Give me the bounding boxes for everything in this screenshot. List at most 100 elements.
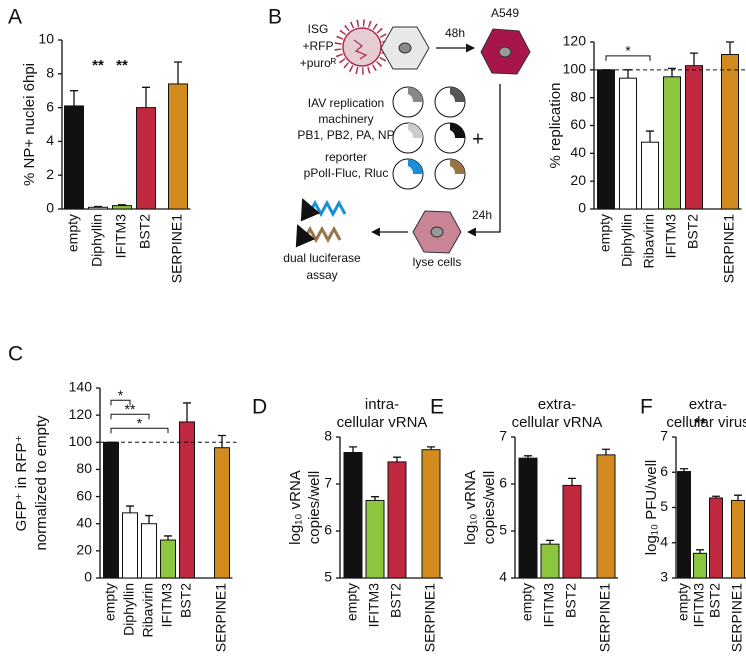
x-tick-label: BST2 <box>685 214 701 249</box>
error-bar <box>118 204 126 206</box>
panel-label: C <box>8 343 23 366</box>
significance-label: * <box>118 387 124 403</box>
bar <box>597 69 615 210</box>
y-tick-label: 100 <box>563 61 587 77</box>
step-label: 24h <box>472 208 492 222</box>
plus-sign: + <box>472 128 484 150</box>
x-tick-label: empty <box>675 583 691 621</box>
bar <box>518 457 538 579</box>
x-tick-label: BST2 <box>178 583 194 618</box>
workflow-diagram: ISG +RFP +puroᴿ 48h A549 IAV replication… <box>283 6 531 282</box>
y-axis-label: GFP⁺ in RFP⁺ <box>13 435 30 532</box>
y-tick-label: 4 <box>46 132 54 148</box>
bar <box>641 141 659 210</box>
step-label: 48h <box>445 26 465 40</box>
x-tick-label: BST2 <box>388 583 404 618</box>
error-bar <box>427 446 435 450</box>
y-tick-label: 10 <box>38 31 54 47</box>
y-tick-label: 140 <box>69 379 93 395</box>
plasmid-insert <box>408 123 423 138</box>
x-tick-label: BST2 <box>707 583 723 618</box>
machinery-label: IAV replication <box>308 96 384 110</box>
bar <box>685 65 703 210</box>
y-tick-label: 4 <box>499 569 507 585</box>
chart-title: cellular vRNA <box>512 414 603 431</box>
y-tick-label: 0 <box>46 200 54 216</box>
cell-line-label: A549 <box>491 6 519 20</box>
x-tick-label: Ribavirin <box>140 583 156 637</box>
significance-label: * <box>625 43 631 59</box>
x-tick-label: IFITM3 <box>159 583 175 628</box>
reporter-label: reporter <box>325 150 367 164</box>
y-tick-label: 5 <box>499 522 507 538</box>
y-tick-label: 2 <box>46 166 54 182</box>
y-tick-label: 8 <box>46 65 54 81</box>
bar <box>663 76 681 210</box>
bar <box>365 499 385 579</box>
bar <box>731 499 745 579</box>
y-tick-label: 0 <box>84 569 92 585</box>
error-bar <box>680 468 688 472</box>
x-tick-label: empty <box>102 583 118 621</box>
error-bar <box>690 52 698 66</box>
y-tick-label: 7 <box>324 475 332 491</box>
error-bar <box>164 535 172 540</box>
isg-label: +RFP <box>302 39 333 53</box>
plasmid-insert <box>450 159 465 174</box>
error-bar <box>696 549 704 554</box>
y-tick-label: 6 <box>324 522 332 538</box>
machinery-label: machinery <box>318 112 373 126</box>
bar <box>709 497 723 579</box>
bar <box>122 512 138 579</box>
isg-label: +puroᴿ <box>300 56 337 70</box>
bar <box>619 77 637 210</box>
bar <box>540 543 560 579</box>
bar <box>721 54 739 210</box>
x-tick-label: SERPINE1 <box>169 214 185 283</box>
plasmid-insert <box>450 123 465 138</box>
y-tick-label: 80 <box>570 88 586 104</box>
plasmid-insert <box>408 159 423 174</box>
bar <box>64 105 84 210</box>
y-tick-label: 4 <box>660 533 668 549</box>
error-bar <box>142 86 150 108</box>
y-tick-label: 0 <box>578 200 586 216</box>
y-axis-label: log₁₀ PFU/well <box>643 460 660 555</box>
plasmid-insert <box>450 87 465 102</box>
y-axis-label: copies/well <box>306 471 323 544</box>
x-tick-label: BST2 <box>563 583 579 618</box>
chart-title: extra- <box>689 396 727 413</box>
y-tick-label: 3 <box>660 569 668 585</box>
x-tick-label: empty <box>519 583 535 621</box>
plasmid-insert <box>408 87 423 102</box>
bar <box>179 421 195 579</box>
error-bar <box>371 496 379 501</box>
chart-title: cellular vRNA <box>337 414 428 431</box>
y-tick-label: 7 <box>499 428 507 444</box>
x-tick-label: IFITM3 <box>541 583 557 628</box>
error-bar <box>349 446 357 453</box>
x-tick-label: SERPINE1 <box>721 214 737 283</box>
x-tick-label: SERPINE1 <box>213 583 229 652</box>
bar <box>103 441 119 579</box>
error-bar <box>145 514 153 524</box>
reporter-label: pPolI-Fluc, Rluc <box>304 166 389 180</box>
error-bar <box>602 448 610 455</box>
y-tick-label: 60 <box>76 487 92 503</box>
bar <box>136 107 156 210</box>
machinery-label: PB1, PB2, PA, NP <box>297 128 394 142</box>
y-tick-label: 20 <box>76 542 92 558</box>
nucleus <box>398 42 412 54</box>
y-tick-label: 6 <box>499 475 507 491</box>
assay-label: dual luciferase <box>283 251 361 265</box>
bar <box>214 447 230 579</box>
bar <box>693 552 707 579</box>
error-bar <box>183 402 191 422</box>
panel-label: B <box>268 6 282 29</box>
y-tick-label: 100 <box>69 433 93 449</box>
chart-title: intra- <box>365 396 399 413</box>
x-tick-label: BST2 <box>137 214 153 249</box>
y-tick-label: 6 <box>46 98 54 114</box>
x-tick-label: IFITM3 <box>663 214 679 259</box>
